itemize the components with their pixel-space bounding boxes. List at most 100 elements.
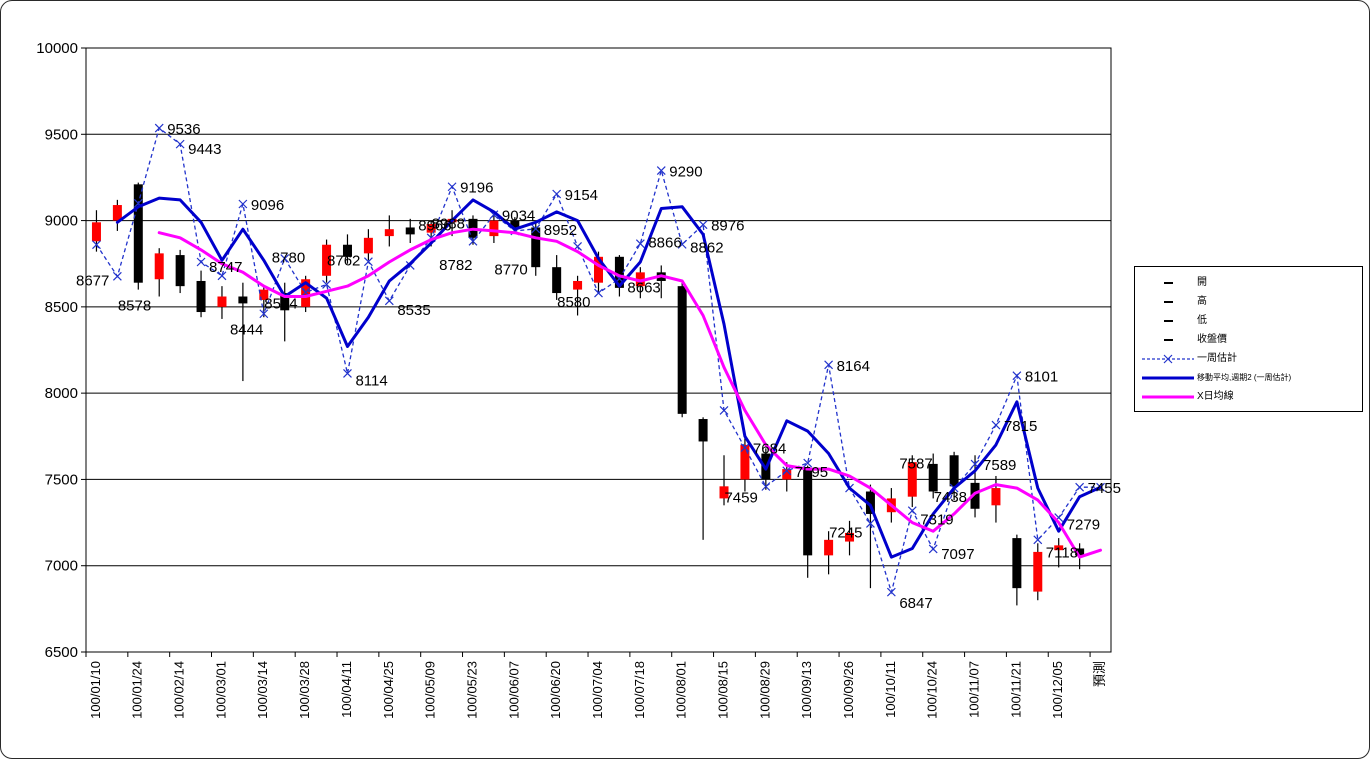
x-marker-icon [154, 123, 164, 133]
candle-body-up [112, 205, 122, 221]
legend-item-1: 高 [1139, 293, 1358, 310]
annotation-label: 7595 [795, 464, 828, 481]
y-tick-label: 7000 [45, 558, 78, 575]
legend-item-2: 低 [1139, 312, 1358, 329]
y-tick-label: 8000 [45, 385, 78, 402]
x-marker-icon [447, 182, 457, 192]
x-tick-label: 100/02/14 [172, 661, 187, 719]
annotation-label: 8164 [837, 358, 870, 375]
x-tick-label: 100/07/18 [632, 661, 647, 719]
x-tick-label: 100/08/29 [757, 661, 772, 719]
annotation-label: 8535 [397, 302, 430, 319]
annotation-label: 8952 [544, 222, 577, 239]
legend-label: 開 [1197, 276, 1207, 288]
annotation-label: 7097 [941, 546, 974, 563]
legend-item-6: X日均線 [1139, 388, 1358, 405]
x-marker-icon [991, 420, 1001, 430]
candle-body-down [510, 220, 520, 228]
x-tick-label: 100/12/05 [1050, 661, 1065, 719]
legend-label: X日均線 [1197, 390, 1234, 402]
annotation-label: 8747 [209, 259, 242, 276]
line-marker-icon [1142, 395, 1194, 398]
tick-marker-icon [1163, 338, 1173, 341]
candle-body-down [405, 227, 415, 235]
candle-body-down [614, 256, 624, 288]
annotation-label: 7587 [899, 455, 932, 472]
dashed-line-x-marker-icon [1142, 354, 1194, 363]
annotation-label: 7245 [829, 524, 862, 541]
y-tick-label: 6500 [45, 644, 78, 661]
candle-body-down [196, 280, 206, 313]
x-marker-icon [343, 369, 352, 378]
candle-body-up [907, 462, 917, 497]
legend-marker-icon [1139, 281, 1197, 284]
x-marker-icon [761, 482, 771, 491]
legend-marker-icon [1139, 391, 1197, 403]
tick-marker-icon [1163, 300, 1173, 303]
annotation-label: 8114 [355, 372, 387, 389]
x-tick-label: 100/11/07 [966, 661, 981, 718]
candle-body-down [175, 255, 185, 287]
x-marker-icon [677, 239, 687, 249]
annotation-label: 9443 [188, 141, 221, 158]
annotation-label: 8444 [230, 322, 263, 339]
candle-body-up [1033, 551, 1043, 592]
annotation-label: 7815 [1004, 418, 1037, 435]
x-tick-label: 100/06/07 [506, 661, 521, 719]
candle-body-up [363, 237, 373, 254]
annotation-label: 8584 [264, 295, 297, 312]
annotation-label: 8782 [439, 257, 472, 274]
x-marker-icon [531, 224, 541, 234]
legend-label: 一周估計 [1197, 352, 1237, 364]
x-marker-icon [719, 405, 729, 415]
x-marker-icon [196, 257, 206, 267]
candle-body-down [342, 244, 352, 257]
x-marker-icon [552, 189, 562, 199]
candle-body-up [154, 253, 164, 280]
legend-marker-icon [1139, 372, 1197, 384]
x-marker-icon [635, 239, 645, 249]
annotation-label: 8866 [648, 235, 681, 252]
annotation-label: 9034 [502, 208, 535, 225]
x-tick-label: 100/01/10 [88, 661, 103, 719]
x-marker-icon [782, 466, 792, 476]
annotation-label: 7319 [920, 512, 953, 529]
legend-item-0: 開 [1139, 274, 1358, 291]
x-tick-label: 100/03/01 [213, 661, 228, 719]
annotation-label: 9154 [565, 187, 598, 204]
legend-item-5: 移動平均,週期2 (一周估計) [1139, 369, 1358, 386]
x-marker-icon [217, 271, 227, 281]
x-tick-label: 100/10/11 [883, 661, 898, 718]
y-tick-label: 8500 [45, 299, 78, 316]
legend-marker-icon [1139, 319, 1197, 322]
legend-label: 收盤價 [1197, 333, 1227, 345]
x-tick-label: 預測 [1092, 661, 1107, 687]
annotation-label: 8578 [118, 297, 151, 314]
legend-label: 低 [1197, 314, 1207, 326]
annotation-label: 8770 [494, 261, 527, 278]
annotation-label: 8663 [627, 280, 660, 297]
annotation-label: 8966 [418, 217, 451, 234]
x-marker-icon [1012, 371, 1022, 381]
legend-item-4: 一周估計 [1139, 350, 1358, 367]
x-marker-icon [112, 271, 122, 281]
x-marker-icon [280, 254, 290, 263]
annotation-label: 7684 [753, 441, 786, 458]
candle-body-up [91, 222, 101, 242]
x-tick-label: 100/03/14 [255, 661, 270, 719]
candle-body-up [573, 280, 583, 290]
candle-body-down [280, 293, 290, 311]
legend-label: 移動平均,週期2 (一周估計) [1197, 372, 1292, 382]
y-tick-label: 10000 [36, 40, 78, 57]
plot-frame [85, 47, 1112, 653]
x-tick-label: 100/08/01 [674, 661, 689, 719]
x-marker-icon [1033, 535, 1043, 545]
x-marker-icon [1075, 482, 1085, 492]
candle-body-up [1054, 545, 1064, 551]
annotation-label: 8580 [557, 294, 590, 311]
x-marker-icon [824, 360, 834, 370]
candle-body-down [552, 267, 562, 294]
candle-body-up [740, 444, 750, 480]
candle-body-up [782, 469, 792, 480]
annotation-label: 9290 [669, 164, 702, 181]
